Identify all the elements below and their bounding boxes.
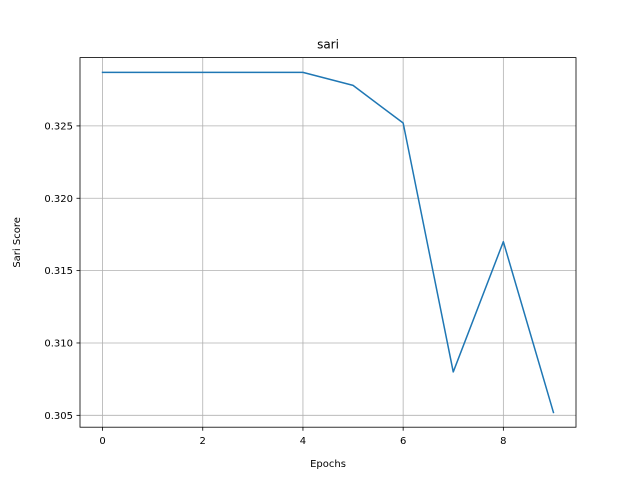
y-axis-label: Sari Score: [12, 217, 23, 268]
axis-ticks: 0 2 4 6 8 0.305 0.310 0.315 0.320 0.325: [44, 121, 506, 447]
y-tick-label: 0.310: [44, 338, 73, 349]
x-tick-label: 8: [500, 436, 506, 447]
chart-title: sari: [317, 38, 339, 52]
series-layer: [101, 71, 555, 414]
y-tick-label: 0.305: [44, 411, 73, 422]
x-axis-label: Epochs: [310, 459, 346, 470]
x-tick-label: 0: [99, 436, 105, 447]
x-tick-label: 4: [300, 436, 306, 447]
y-tick-label: 0.320: [44, 194, 73, 205]
grid-lines: [80, 57, 576, 428]
x-tick-label: 2: [200, 436, 206, 447]
series-line: [101, 71, 555, 414]
y-tick-label: 0.315: [44, 266, 73, 277]
x-tick-label: 6: [400, 436, 406, 447]
y-tick-label: 0.325: [44, 121, 73, 132]
plot-frame: [79, 57, 577, 428]
